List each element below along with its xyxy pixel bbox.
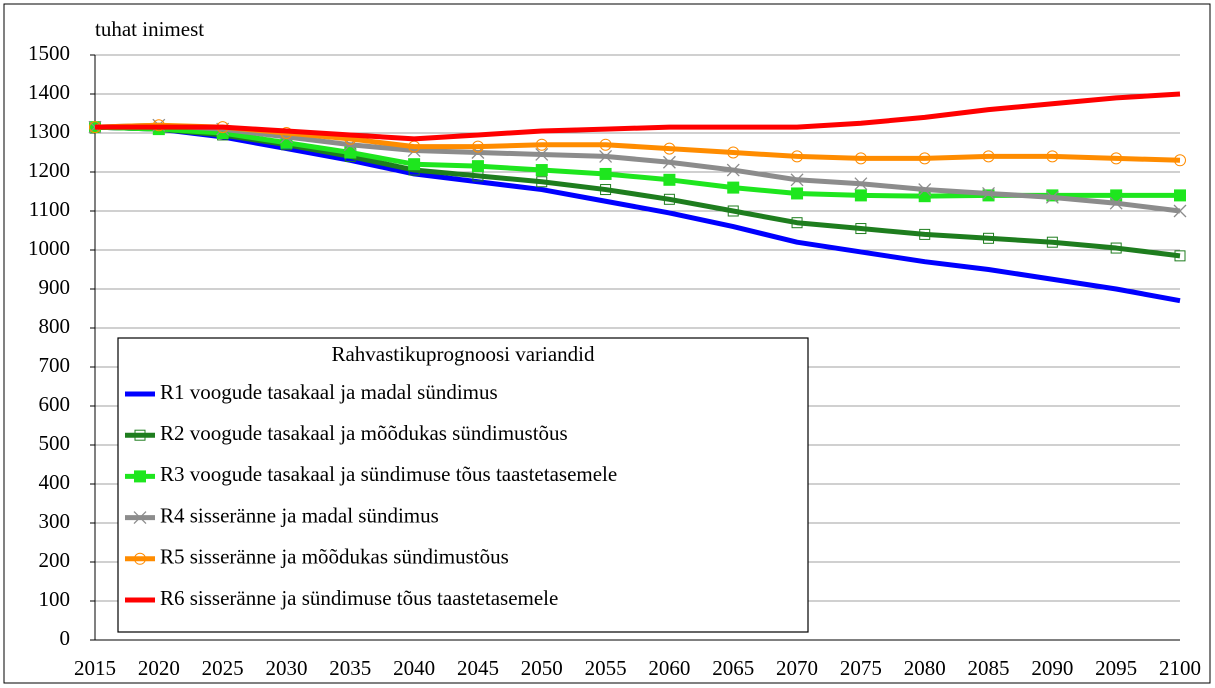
legend-label: R3 voogude tasakaal ja sündimuse tõus ta… [160,462,617,486]
marker [982,186,995,200]
marker [535,147,549,161]
y-tick-label: 600 [39,392,71,416]
x-tick-label: 2050 [521,656,563,680]
y-tick-label: 1300 [28,119,70,143]
x-tick-label: 2045 [457,656,499,680]
legend-label: R4 sisseränne ja madal sündimus [160,503,439,527]
y-tick-label: 1400 [28,80,70,104]
marker [854,189,867,202]
marker [727,205,739,217]
x-tick-label: 2020 [138,656,180,680]
marker [663,193,675,205]
marker [1110,152,1123,165]
legend-label: R5 sisseränne ja mõõdukas sündimustõus [160,545,509,569]
y-tick-label: 1100 [29,197,70,221]
marker [854,152,867,165]
marker [726,163,740,177]
marker [600,184,612,196]
legend-label: R2 voogude tasakaal ja mõõdukas sündimus… [160,421,568,445]
marker [1046,236,1058,248]
marker [134,470,146,483]
series-line [94,124,1181,304]
x-tick-label: 2100 [1159,656,1201,680]
marker [1174,154,1186,167]
marker [599,138,612,151]
marker [1173,204,1187,218]
marker [599,167,612,180]
x-tick-label: 2035 [329,656,371,680]
y-tick-label: 0 [60,626,71,650]
marker [471,160,484,173]
marker [1045,190,1059,204]
marker [1174,250,1186,262]
y-axis-label: tuhat inimest [95,17,204,41]
legend: Rahvastikuprognoosi variandid R1 voogude… [117,337,809,633]
x-tick-label: 2080 [904,656,946,680]
y-tick-label: 200 [39,548,71,572]
x-tick-label: 2060 [648,656,690,680]
marker [983,232,995,244]
y-tick-label: 500 [39,431,71,455]
marker [663,142,676,155]
x-tick-label: 2075 [840,656,882,680]
x-tick-label: 2070 [776,656,818,680]
x-tick-label: 2095 [1095,656,1137,680]
y-tick-label: 100 [39,587,71,611]
marker [791,150,804,163]
legend-label: R6 sisseränne ja sündimuse tõus taasteta… [160,586,558,610]
x-tick-label: 2015 [74,656,116,680]
marker [918,152,931,165]
series-line [94,122,1181,214]
marker [918,183,932,197]
series-lines [88,91,1187,304]
x-tick-label: 2040 [393,656,435,680]
x-tick-label: 2090 [1031,656,1073,680]
marker [344,146,357,159]
marker [855,223,867,235]
x-tick-label: 2025 [202,656,244,680]
marker [727,146,740,159]
marker [535,138,548,151]
marker [134,552,146,565]
marker [727,181,740,194]
marker [791,217,803,229]
marker [854,177,868,191]
y-tick-label: 1000 [28,236,70,260]
y-tick-label: 300 [39,509,71,533]
y-tick-label: 700 [39,353,71,377]
marker [791,187,804,200]
marker [599,149,613,163]
x-tick-label: 2055 [585,656,627,680]
y-tick-label: 400 [39,470,71,494]
marker [662,155,676,169]
series-line [95,91,1181,142]
marker [919,228,931,240]
marker [535,164,548,177]
marker [1174,189,1186,202]
marker [1110,189,1123,202]
marker [1110,242,1122,254]
x-tick-label: 2085 [968,656,1010,680]
x-tick-label: 2065 [712,656,754,680]
marker [663,173,676,186]
legend-box [117,337,809,633]
x-tick-label: 2030 [265,656,307,680]
marker [536,176,548,188]
marker [133,511,147,525]
y-tick-label: 800 [39,314,71,338]
marker [790,173,804,187]
y-tick-label: 1200 [28,158,70,182]
marker [408,158,421,171]
marker [134,429,146,441]
marker [471,140,484,153]
legend-label: R1 voogude tasakaal ja madal sündimus [160,380,498,404]
grid: 0 100 200 300 400 500 600 700 800 900 1000 1100 1200… [28,41,1201,680]
legend-title: Rahvastikuprognoosi variandid [331,342,595,366]
marker [1109,196,1123,210]
marker [982,150,995,163]
y-tick-label: 1500 [28,41,70,65]
marker [1046,150,1059,163]
y-tick-label: 900 [39,275,71,299]
